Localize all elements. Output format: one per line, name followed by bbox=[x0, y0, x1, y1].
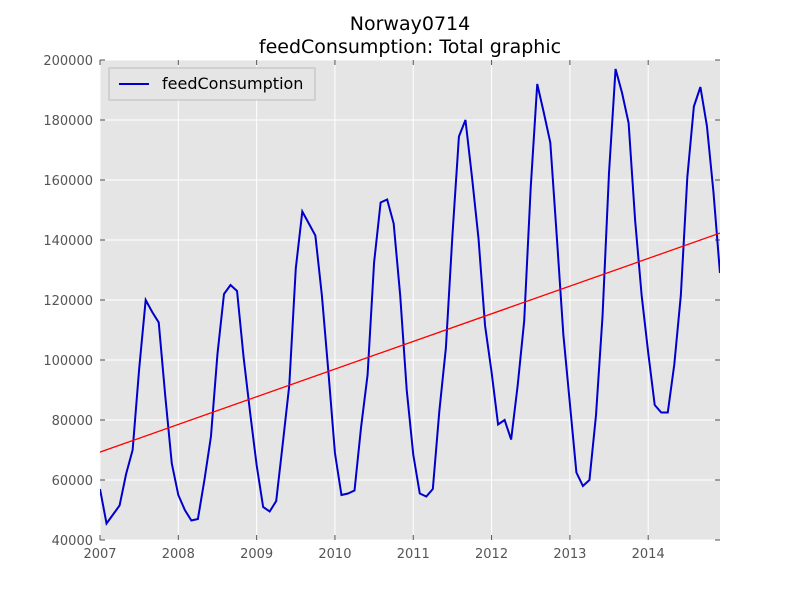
y-tick-label: 140000 bbox=[43, 234, 93, 249]
x-tick-label: 2011 bbox=[397, 547, 430, 562]
x-tick-label: 2007 bbox=[83, 547, 116, 562]
chart-subtitle: feedConsumption: Total graphic bbox=[259, 36, 561, 58]
y-tick-label: 200000 bbox=[43, 54, 93, 69]
x-tick-label: 2009 bbox=[240, 547, 273, 562]
y-tick-label: 180000 bbox=[43, 114, 93, 129]
ticks: 2007 2008 2009 2010 2011 2012 2013 2014 40000 600… bbox=[43, 54, 720, 562]
legend: feedConsumption bbox=[108, 67, 316, 101]
x-tick-label: 2008 bbox=[162, 547, 195, 562]
y-tick-label: 40000 bbox=[52, 534, 93, 549]
series-group bbox=[100, 68, 720, 526]
x-tick-label: 2010 bbox=[318, 547, 351, 562]
legend-label: feedConsumption bbox=[162, 74, 303, 93]
y-tick-label: 100000 bbox=[43, 354, 93, 369]
y-tick-label: 120000 bbox=[43, 294, 93, 309]
y-tick-label: 160000 bbox=[43, 174, 93, 189]
y-tick-label: 80000 bbox=[52, 414, 93, 429]
x-tick-label: 2014 bbox=[632, 547, 665, 562]
x-tick-label: 2013 bbox=[553, 547, 586, 562]
x-tick-label: 2012 bbox=[475, 547, 508, 562]
trend-line bbox=[100, 232, 720, 453]
chart-title: Norway0714 bbox=[350, 13, 470, 35]
y-tick-label: 60000 bbox=[52, 474, 93, 489]
series-line-feedconsumption bbox=[100, 68, 720, 526]
